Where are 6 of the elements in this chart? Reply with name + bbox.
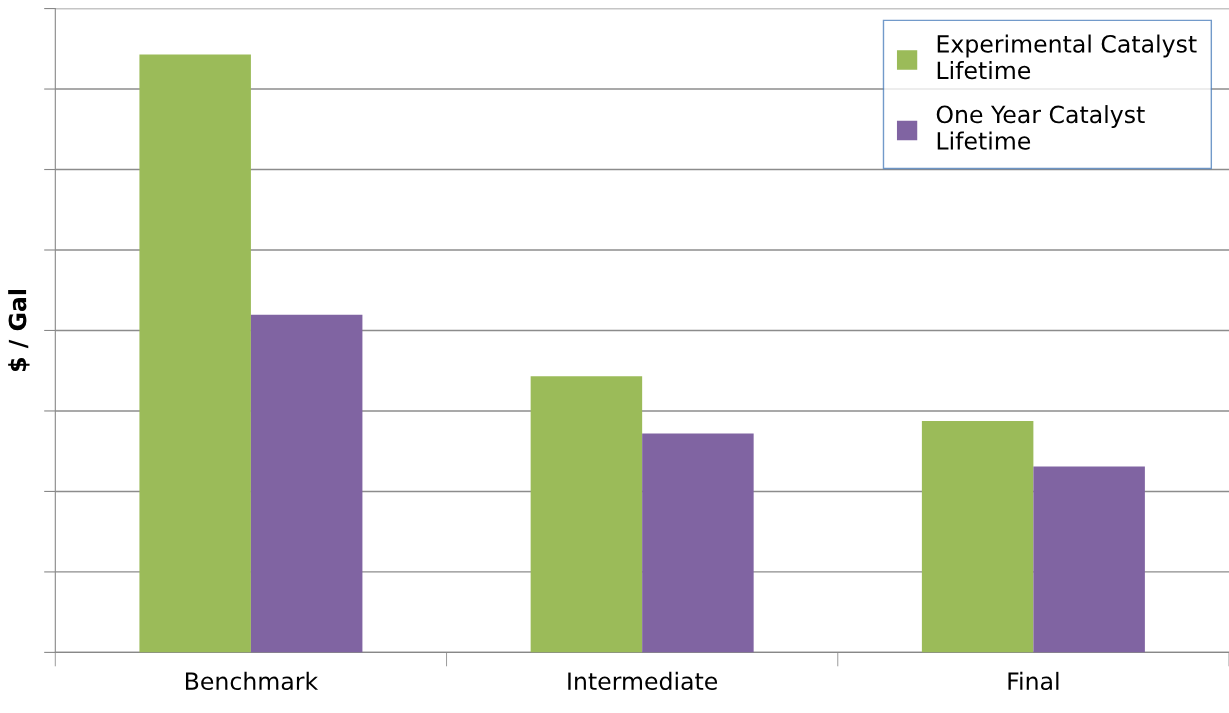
legend-label: One Year Catalyst Lifetime <box>936 105 1145 150</box>
y-axis-title: $ / Gal <box>8 290 30 372</box>
x-tick-label: Final <box>1008 671 1059 691</box>
x-tick-label: Intermediate <box>568 671 718 691</box>
x-tick-label: Benchmark <box>186 671 319 691</box>
legend-label: Experimental Catalyst Lifetime <box>937 34 1197 80</box>
